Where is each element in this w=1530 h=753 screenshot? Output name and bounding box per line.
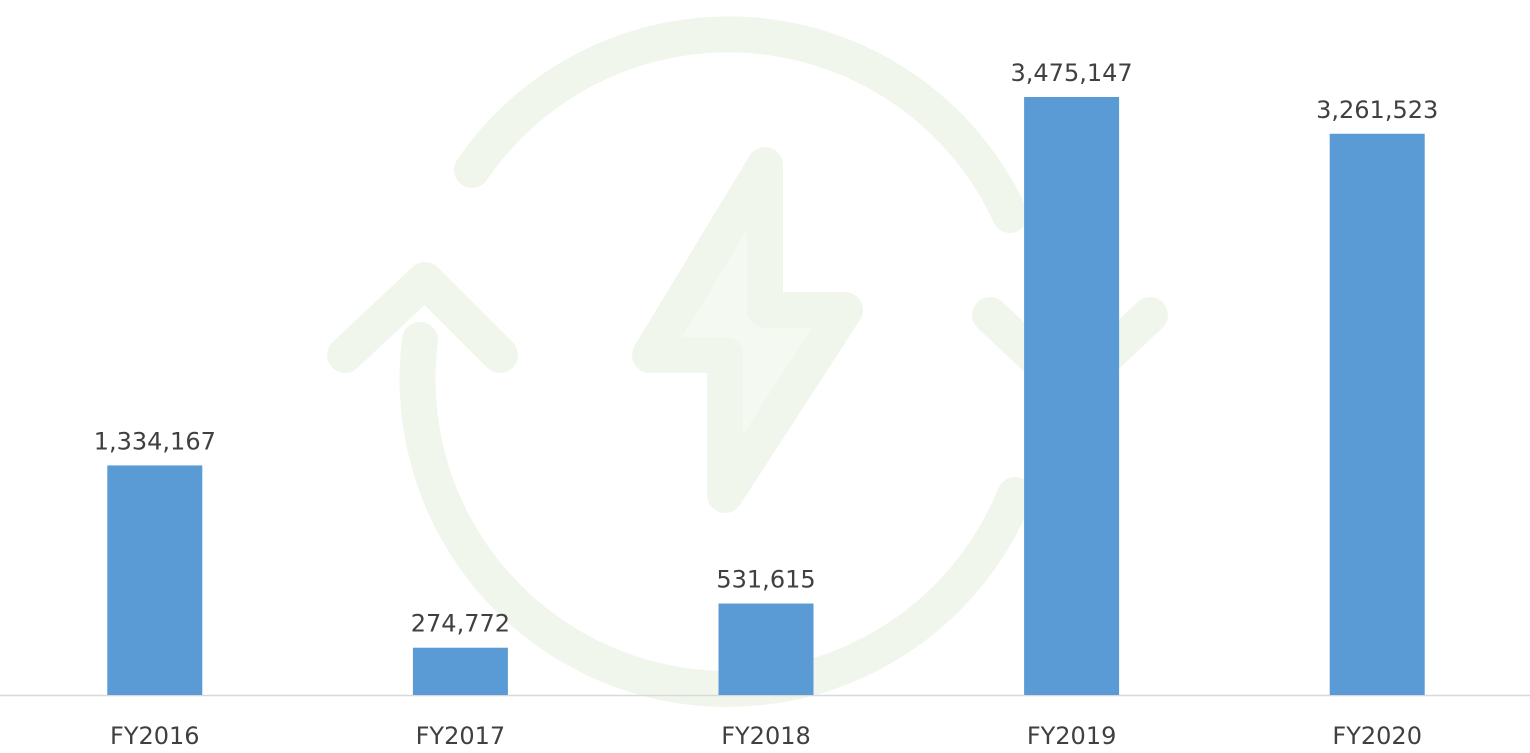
data-label: 531,615 — [716, 566, 815, 594]
x-tick-label: FY2019 — [1027, 722, 1117, 750]
bar — [107, 465, 203, 695]
x-tick-label: FY2017 — [416, 722, 506, 750]
data-label: 3,475,147 — [1011, 59, 1133, 87]
data-label: 3,261,523 — [1316, 96, 1438, 124]
x-tick-label: FY2020 — [1332, 722, 1422, 750]
watermark-arc — [454, 16, 1028, 233]
watermark — [327, 16, 1168, 707]
x-tick-label: FY2016 — [110, 722, 200, 750]
bar — [1329, 133, 1425, 696]
watermark-arc — [399, 322, 1033, 707]
bar — [1024, 97, 1120, 695]
data-label: 1,334,167 — [94, 427, 216, 455]
watermark-bolt — [632, 147, 863, 513]
data-label: 274,772 — [411, 610, 510, 638]
watermark-arrow — [327, 262, 518, 373]
x-tick-label: FY2018 — [721, 722, 811, 750]
bar — [718, 603, 814, 695]
bar — [412, 647, 508, 695]
